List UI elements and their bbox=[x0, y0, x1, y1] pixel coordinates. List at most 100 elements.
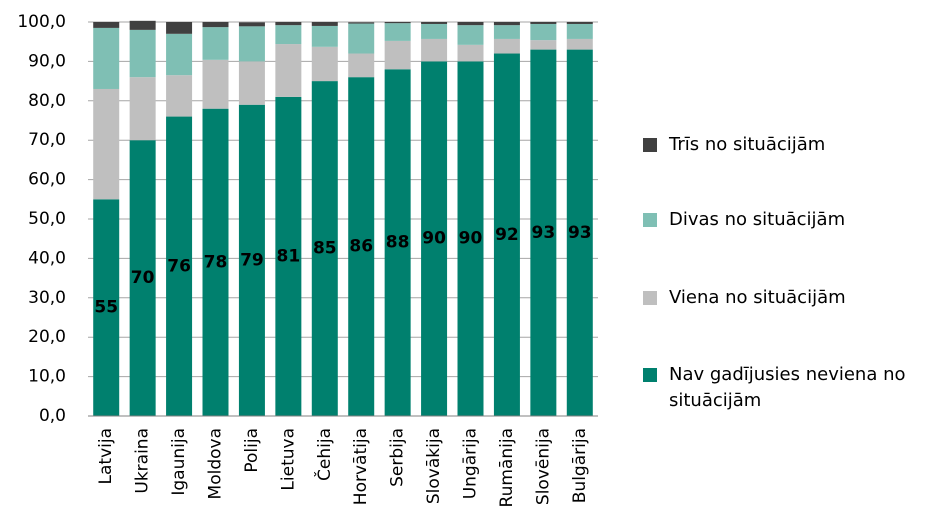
bar-segment bbox=[384, 22, 411, 24]
bar-segment bbox=[202, 59, 229, 109]
x-tick-label: Lietuva bbox=[278, 428, 298, 491]
bar-segment bbox=[311, 22, 338, 26]
bar-segment bbox=[384, 69, 411, 416]
x-tick-label: Bulgārija bbox=[570, 428, 590, 503]
bar-segment bbox=[93, 22, 120, 28]
bar-segment bbox=[457, 25, 484, 45]
bar-segment bbox=[530, 40, 557, 50]
bar-segment bbox=[457, 22, 484, 26]
chart: 0,0 10,0 20,0 30,0 40,0 50,0 60,0 70,0 80,0 90,0 1… bbox=[17, 12, 598, 507]
x-tick-label: Slovākija bbox=[424, 428, 444, 504]
legend-swatch bbox=[643, 138, 657, 152]
data-label: 79 bbox=[240, 250, 264, 270]
bar-segment bbox=[166, 33, 193, 76]
bar-segment bbox=[530, 22, 557, 24]
data-label: 90 bbox=[422, 229, 446, 249]
x-tick-label: Horvātija bbox=[351, 428, 371, 505]
bar-segment bbox=[493, 25, 520, 39]
bar-segment bbox=[566, 22, 593, 24]
bar-segment bbox=[421, 61, 448, 417]
bar-segment bbox=[530, 23, 557, 41]
bar-segment bbox=[348, 22, 375, 24]
y-tick-label: 30,0 bbox=[28, 288, 66, 308]
y-tick-label: 80,0 bbox=[28, 91, 66, 111]
data-label: 88 bbox=[386, 233, 410, 253]
data-label: 70 bbox=[131, 268, 155, 288]
bar-segment bbox=[311, 81, 338, 416]
bar-segment bbox=[129, 29, 156, 78]
x-tick-label: Rumānija bbox=[497, 428, 517, 507]
legend-item: Trīs no situācijām bbox=[643, 132, 918, 158]
bar-segment bbox=[493, 38, 520, 54]
bar-segment bbox=[238, 61, 265, 105]
bar-segment bbox=[493, 53, 520, 417]
data-label: 78 bbox=[204, 252, 228, 272]
x-tick-label: Polija bbox=[242, 428, 262, 473]
legend-swatch bbox=[643, 368, 657, 382]
legend-label: Viena no situācijām bbox=[669, 287, 846, 308]
bar-segment bbox=[348, 53, 375, 78]
data-label: 55 bbox=[94, 298, 118, 318]
bar-segment bbox=[238, 26, 265, 62]
x-tick-label: Moldova bbox=[206, 428, 226, 499]
data-label: 93 bbox=[532, 223, 556, 243]
bar-segment bbox=[238, 22, 265, 27]
y-tick-label: 70,0 bbox=[28, 130, 66, 150]
y-tick-label: 90,0 bbox=[28, 51, 66, 71]
x-tick-label: Slovēnija bbox=[533, 428, 553, 505]
bar-segment bbox=[93, 88, 120, 200]
bar-segment bbox=[566, 23, 593, 39]
bar-segment bbox=[457, 44, 484, 62]
x-tick-label: Serbija bbox=[388, 428, 408, 487]
bar-segment bbox=[384, 40, 411, 70]
bar-segment bbox=[530, 49, 557, 417]
bar-segment bbox=[275, 44, 302, 97]
bar-segment bbox=[275, 96, 302, 417]
bar-segment bbox=[566, 49, 593, 417]
bar-segment bbox=[275, 22, 302, 26]
x-tick-label: Latvija bbox=[96, 428, 116, 484]
data-label: 76 bbox=[167, 256, 191, 276]
bar-segment bbox=[493, 22, 520, 26]
bar-segment bbox=[348, 77, 375, 416]
bar-segment bbox=[129, 140, 156, 416]
x-tick-label: Ukraina bbox=[133, 428, 153, 494]
bar-segment bbox=[421, 23, 448, 39]
legend-swatch bbox=[643, 213, 657, 227]
legend-swatch bbox=[643, 291, 657, 305]
legend-item: Divas no situācijām bbox=[643, 207, 918, 233]
x-tick-label: Ungārija bbox=[461, 428, 481, 499]
bar-segment bbox=[166, 116, 193, 416]
bar-segment bbox=[129, 77, 156, 141]
data-label: 85 bbox=[313, 239, 337, 259]
x-tick-label: Igaunija bbox=[169, 428, 189, 496]
y-tick-label: 20,0 bbox=[28, 327, 66, 347]
bar-segment bbox=[275, 25, 302, 45]
bar-segment bbox=[566, 38, 593, 50]
bar-segment bbox=[202, 22, 229, 28]
y-tick-label: 60,0 bbox=[28, 170, 66, 190]
y-tick-label: 50,0 bbox=[28, 209, 66, 229]
legend-label: Divas no situācijām bbox=[669, 209, 846, 230]
y-tick-label: 0,0 bbox=[39, 406, 66, 426]
bar-segment bbox=[129, 20, 156, 30]
bar-segment bbox=[311, 46, 338, 82]
data-label: 93 bbox=[568, 223, 592, 243]
y-tick-label: 100,0 bbox=[17, 12, 66, 32]
data-label: 86 bbox=[349, 237, 373, 257]
bar-segment bbox=[202, 27, 229, 60]
bar-segment bbox=[166, 22, 193, 34]
bar-segment bbox=[457, 61, 484, 417]
bar-segment bbox=[93, 199, 120, 416]
y-tick-label: 10,0 bbox=[28, 367, 66, 387]
bar-segment bbox=[311, 25, 338, 47]
bar-segment bbox=[421, 22, 448, 24]
bar-segment bbox=[202, 108, 229, 417]
y-tick-label: 40,0 bbox=[28, 248, 66, 268]
data-label: 90 bbox=[459, 229, 483, 249]
bar-segment bbox=[166, 75, 193, 117]
data-label: 81 bbox=[277, 246, 301, 266]
bar-segment bbox=[348, 23, 375, 54]
legend-item: Viena no situācijām bbox=[643, 285, 918, 311]
